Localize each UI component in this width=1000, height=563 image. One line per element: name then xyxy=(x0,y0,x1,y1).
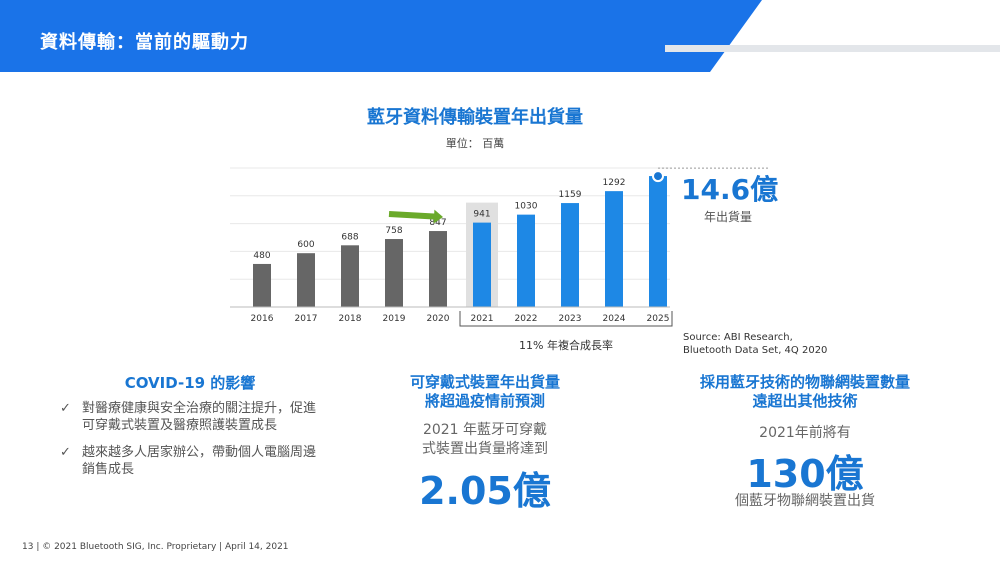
target-marker xyxy=(652,170,664,183)
banner-shape xyxy=(0,0,1000,72)
wearables-value: 2.05億 xyxy=(419,469,551,513)
chart-gridlines xyxy=(230,167,670,280)
forecast-bracket xyxy=(459,311,673,327)
chart-title: 藍牙資料傳輸裝置年出貨量 xyxy=(367,107,583,128)
iot-text-1: 2021年前將有 xyxy=(759,425,851,441)
covid-bullet-list: ✓ 對醫療健康與安全治療的關注提升，促進可穿戴式裝置及醫療照護裝置成長 ✓ 越來… xyxy=(60,400,320,488)
growth-arrow xyxy=(388,209,443,224)
value-label-2021: 941 xyxy=(473,210,490,220)
x-label-2024: 2024 xyxy=(603,314,626,324)
value-labels: 480 600 688 758 847 941 1030 1159 1292 xyxy=(253,178,625,261)
chart-unit: 單位： 百萬 xyxy=(445,137,505,150)
iot-title: 採用藍牙技術的物聯網裝置數量 遠超出其他技術 xyxy=(660,373,950,411)
iot-text-2: 個藍牙物聯網裝置出貨 xyxy=(735,493,875,509)
value-label-2020: 847 xyxy=(429,218,446,228)
bar-2018 xyxy=(341,245,359,307)
x-axis-labels: 2016 2017 2018 2019 2020 2021 2022 2023 2024 2025 xyxy=(251,314,670,324)
wearables-title: 可穿戴式裝置年出貨量 將超過疫情前預測 xyxy=(380,373,590,411)
covid-bullet: ✓ 越來越多人居家辦公，帶動個人電腦周邊銷售成長 xyxy=(60,444,320,478)
annual-shipments-value: 14.6億 xyxy=(681,173,779,206)
covid-bullet: ✓ 對醫療健康與安全治療的關注提升，促進可穿戴式裝置及醫療照護裝置成長 xyxy=(60,400,320,434)
source-note: Source: ABI Research, Bluetooth Data Set… xyxy=(683,331,827,357)
x-label-2021: 2021 xyxy=(471,314,494,324)
x-label-2019: 2019 xyxy=(383,314,406,324)
x-label-2023: 2023 xyxy=(559,314,582,324)
x-label-2025: 2025 xyxy=(647,314,670,324)
annual-shipments-caption: 年出貨量 xyxy=(704,210,753,224)
x-label-2017: 2017 xyxy=(295,314,318,324)
wearables-title-line-2: 將超過疫情前預測 xyxy=(424,392,545,410)
source-line-2: Bluetooth Data Set, 4Q 2020 xyxy=(683,345,828,356)
chart-bars xyxy=(253,176,667,307)
value-label-2022: 1030 xyxy=(515,202,538,212)
value-label-2018: 688 xyxy=(341,232,358,242)
bar-2020 xyxy=(429,231,447,307)
bar-2019 xyxy=(385,239,403,307)
source-line-1: Source: ABI Research, xyxy=(683,332,793,343)
bar-2021 xyxy=(473,222,491,307)
value-label-2024: 1292 xyxy=(603,178,626,188)
bar-2025 xyxy=(649,176,667,307)
x-label-2022: 2022 xyxy=(515,314,538,324)
bar-2017 xyxy=(297,253,315,307)
bar-2023 xyxy=(561,203,579,307)
iot-value: 130億 xyxy=(746,452,864,496)
wearables-title-line-1: 可穿戴式裝置年出貨量 xyxy=(409,373,560,391)
wearables-text-line-2: 式裝置出貨量將達到 xyxy=(422,441,548,457)
covid-bullet-text: 越來越多人居家辦公，帶動個人電腦周邊銷售成長 xyxy=(82,445,317,477)
x-label-2016: 2016 xyxy=(251,314,274,324)
bar-2016 xyxy=(253,263,271,307)
check-icon: ✓ xyxy=(60,401,71,416)
iot-title-line-2: 遠超出其他技術 xyxy=(752,392,858,410)
cagr-label: 11% 年複合成長率 xyxy=(519,339,613,352)
value-label-2019: 758 xyxy=(385,226,402,236)
footer-text: 13 | © 2021 Bluetooth SIG, Inc. Propriet… xyxy=(22,542,289,552)
page-title: 資料傳輸：當前的驅動力 xyxy=(40,32,249,53)
value-label-2016: 480 xyxy=(253,251,270,261)
check-icon: ✓ xyxy=(60,445,71,460)
value-label-2023: 1159 xyxy=(559,190,582,200)
value-label-2017: 600 xyxy=(297,240,314,250)
covid-bullet-text: 對醫療健康與安全治療的關注提升，促進可穿戴式裝置及醫療照護裝置成長 xyxy=(82,401,317,433)
x-label-2020: 2020 xyxy=(427,314,450,324)
x-label-2018: 2018 xyxy=(339,314,362,324)
wearables-text-line-1: 2021 年藍牙可穿戴 xyxy=(422,422,548,438)
covid-title: COVID-19 的影響 xyxy=(124,374,256,392)
iot-title-line-1: 採用藍牙技術的物聯網裝置數量 xyxy=(699,373,910,391)
wearables-text: 2021 年藍牙可穿戴 式裝置出貨量將達到 xyxy=(380,421,590,459)
bar-2024 xyxy=(605,191,623,307)
header-banner: 資料傳輸：當前的驅動力 xyxy=(0,0,1000,75)
bar-2022 xyxy=(517,214,535,307)
